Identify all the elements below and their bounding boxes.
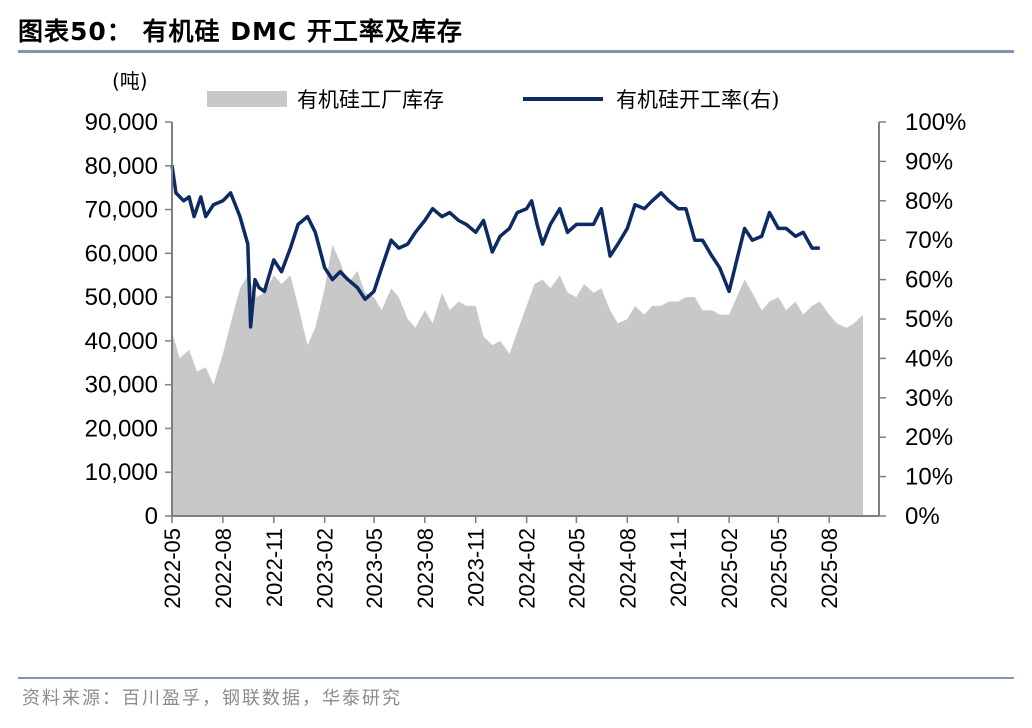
x-tick-label: 2023-05 [362,528,387,609]
right-tick-label: 40% [905,345,953,372]
figure-title: 图表50： 有机硅 DMC 开工率及库存 [18,17,463,46]
left-tick-label: 80,000 [85,153,158,180]
x-tick-label: 2022-08 [211,528,236,609]
chart-svg: 0 10,000 20,000 30,000 40,000 50,000 60,000 70,… [85,69,967,609]
left-axis-unit: (吨) [112,69,148,93]
left-tick-label: 40,000 [85,328,158,355]
footer-rule [18,677,1014,679]
x-tick-label: 2024-02 [515,528,540,609]
legend-inventory-label: 有机硅工厂库存 [297,88,444,112]
left-tick-label: 50,000 [85,284,158,311]
inventory-area [172,244,863,516]
right-tick-label: 0% [905,503,940,530]
title-rule [18,50,1014,53]
x-tick-label: 2025-02 [717,528,742,609]
right-tick-label: 30% [905,385,953,412]
source-note: 资料来源：百川盈孚，钢联数据，华泰研究 [22,688,402,709]
right-tick-label: 90% [905,148,953,175]
left-tick-label: 20,000 [85,415,158,442]
left-tick-label: 60,000 [85,240,158,267]
x-tick-label: 2025-08 [817,528,842,609]
left-tick-label: 10,000 [85,459,158,486]
right-tick-label: 50% [905,306,953,333]
left-tick-label: 30,000 [85,372,158,399]
left-tick-label: 70,000 [85,197,158,224]
legend-inventory-swatch [207,91,287,107]
x-tick-label: 2023-08 [413,528,438,609]
left-tick-label: 90,000 [85,109,158,136]
x-tick-label: 2024-05 [564,528,589,609]
left-tick-label: 0 [145,503,158,530]
right-tick-label: 100% [905,109,966,136]
x-tick-label: 2024-08 [615,528,640,609]
x-tick-label: 2024-11 [666,528,691,607]
right-tick-label: 80% [905,188,953,215]
x-tick-label: 2023-11 [464,528,489,607]
operating-rate-line [170,165,820,329]
legend-rate-label: 有机硅开工率(右) [616,88,779,112]
right-tick-label: 20% [905,424,953,451]
x-tick-label: 2023-02 [313,528,338,609]
x-tick-label: 2022-11 [262,528,287,607]
x-tick-label: 2025-05 [766,528,791,609]
x-tick-label: 2022-05 [160,528,185,609]
right-tick-label: 60% [905,267,953,294]
right-tick-label: 10% [905,464,953,491]
right-tick-label: 70% [905,227,953,254]
